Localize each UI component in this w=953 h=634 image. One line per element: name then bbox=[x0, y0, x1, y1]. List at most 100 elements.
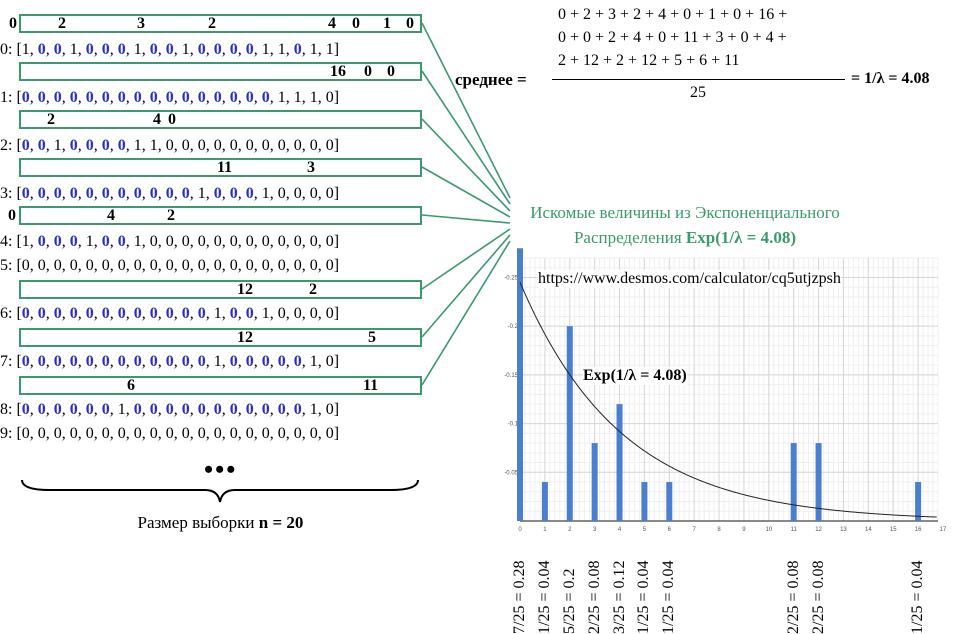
row-value: 0 bbox=[37, 233, 46, 250]
row-value: 0 bbox=[37, 305, 46, 322]
row-value: 0 bbox=[101, 425, 110, 442]
row-value: 0 bbox=[213, 137, 222, 154]
row-value: 0 bbox=[245, 257, 254, 274]
gap-value: 0 bbox=[364, 63, 372, 80]
row-value: 0 bbox=[85, 401, 94, 418]
row-value: 0 bbox=[213, 185, 222, 202]
row-value: 0 bbox=[293, 425, 302, 442]
row-value: 0 bbox=[325, 401, 334, 418]
row-label: 6: [ bbox=[0, 305, 22, 322]
row-value: 0 bbox=[261, 233, 270, 250]
row-value: 0 bbox=[245, 137, 254, 154]
bar-label: 1/25 = 0.04 bbox=[535, 560, 553, 634]
row-value: 0 bbox=[21, 425, 30, 442]
gap-value: 5 bbox=[368, 329, 376, 346]
gap-box: 11 3 bbox=[19, 158, 422, 177]
row-value: 0 bbox=[101, 233, 110, 250]
row-label: 9: [ bbox=[0, 425, 22, 442]
row-value: 0 bbox=[85, 353, 94, 370]
row-value: 0 bbox=[197, 305, 206, 322]
row-value: 0 bbox=[85, 257, 94, 274]
sample-row: 7: [0, 0, 0, 0, 0, 0, 0, 0, 0, 0, 0, 0, … bbox=[0, 353, 340, 370]
row-value: 0 bbox=[37, 89, 46, 106]
row-value: 0 bbox=[261, 353, 270, 370]
row-value: 0 bbox=[245, 305, 254, 322]
mean-result: = 1/λ = 4.08 bbox=[851, 70, 930, 87]
gap-value: 2 bbox=[167, 207, 175, 224]
row-label: 4: [ bbox=[0, 233, 22, 250]
row-value: 0 bbox=[149, 401, 158, 418]
bar-label: 3/25 = 0.12 bbox=[610, 560, 628, 634]
y-tick-label: -0.15 bbox=[504, 373, 518, 379]
row-value: 0 bbox=[197, 257, 206, 274]
connector-line bbox=[421, 118, 511, 212]
row-value: 0 bbox=[69, 305, 78, 322]
ellipsis: ••• bbox=[204, 455, 238, 484]
row-value: 0 bbox=[21, 305, 30, 322]
bar bbox=[517, 248, 523, 521]
row-label: 5: [ bbox=[0, 257, 22, 274]
bar bbox=[641, 482, 648, 521]
row-value: 0 bbox=[133, 425, 142, 442]
row-value: 0 bbox=[85, 185, 94, 202]
bar bbox=[790, 443, 797, 521]
row-label: 7: [ bbox=[0, 353, 22, 370]
row-value: 1 bbox=[277, 41, 286, 58]
row-value: 0 bbox=[117, 185, 126, 202]
gap-value: 11 bbox=[363, 377, 379, 394]
row-value: 0 bbox=[277, 401, 286, 418]
row-value: 1 bbox=[197, 185, 206, 202]
row-value: 0 bbox=[277, 353, 286, 370]
row-value: 0 bbox=[293, 137, 302, 154]
row-value: 0 bbox=[149, 425, 158, 442]
row-value: 0 bbox=[229, 89, 238, 106]
row-value: 0 bbox=[37, 137, 46, 154]
bar bbox=[815, 443, 822, 521]
row-value: 0 bbox=[149, 185, 158, 202]
row-value: 0 bbox=[261, 137, 270, 154]
x-tick-label: 10 bbox=[765, 527, 772, 533]
gap-value: 0 bbox=[9, 15, 17, 32]
row-value: 0 bbox=[165, 353, 174, 370]
row-value: 1 bbox=[309, 401, 318, 418]
row-value: 0 bbox=[165, 305, 174, 322]
target-title-bold: Exp(1/λ = 4.08) bbox=[685, 228, 797, 247]
x-tick-label: 1 bbox=[543, 527, 547, 533]
row-value: 0 bbox=[53, 41, 62, 58]
row-value: 0 bbox=[213, 401, 222, 418]
row-value: 0 bbox=[53, 185, 62, 202]
row-value: 0 bbox=[309, 233, 318, 250]
gap-value: 0 bbox=[352, 15, 360, 32]
x-tick-label: 8 bbox=[717, 527, 721, 533]
connector-line bbox=[421, 234, 511, 338]
row-value: 0 bbox=[181, 401, 190, 418]
row-value: 0 bbox=[181, 353, 190, 370]
row-value: 0 bbox=[149, 41, 158, 58]
row-value: 0 bbox=[181, 185, 190, 202]
row-value: 0 bbox=[309, 257, 318, 274]
row-label: 3: [ bbox=[0, 185, 22, 202]
row-value: 0 bbox=[213, 425, 222, 442]
row-value: 0 bbox=[229, 257, 238, 274]
row-value: 0 bbox=[197, 89, 206, 106]
x-tick-label: 14 bbox=[865, 527, 872, 533]
gap-value: 16 bbox=[330, 63, 346, 80]
connector-line bbox=[421, 22, 511, 199]
row-value: 0 bbox=[293, 185, 302, 202]
row-value: 1 bbox=[261, 185, 270, 202]
gap-value: 0 bbox=[8, 207, 16, 224]
row-value: 0 bbox=[117, 425, 126, 442]
mean-label: среднее = bbox=[455, 70, 527, 89]
row-value: 0 bbox=[261, 257, 270, 274]
row-value: 0 bbox=[149, 353, 158, 370]
gap-value: 3 bbox=[137, 15, 145, 32]
fraction-bar bbox=[552, 79, 845, 80]
y-tick-label: -0.05 bbox=[504, 470, 518, 476]
y-tick-label: -0.1 bbox=[508, 422, 519, 428]
bar-label: 1/25 = 0.04 bbox=[909, 560, 927, 634]
row-value: 0 bbox=[165, 137, 174, 154]
gap-value: 2 bbox=[208, 15, 216, 32]
row-value: 0 bbox=[213, 89, 222, 106]
row-value: 0 bbox=[229, 185, 238, 202]
